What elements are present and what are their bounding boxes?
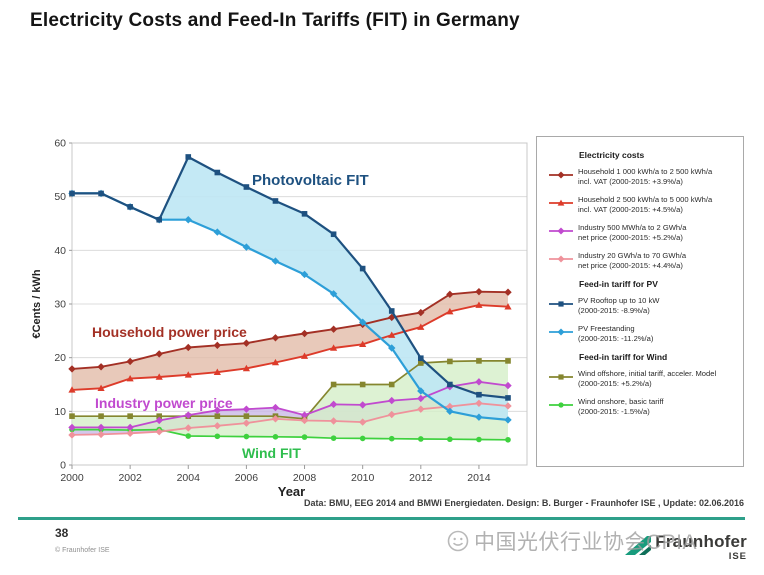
series-household_small bbox=[68, 287, 512, 373]
legend-item-label: Wind offshore, initial tariff, acceler. … bbox=[578, 369, 717, 388]
legend-item-label: Wind onshore, basic tariff (2000-2015: -1… bbox=[578, 397, 664, 416]
legend-swatch bbox=[549, 255, 573, 263]
copyright-note: © Fraunhofer ISE bbox=[55, 547, 110, 554]
svg-text:2014: 2014 bbox=[467, 472, 491, 484]
series-industry_small bbox=[68, 378, 512, 432]
svg-text:2012: 2012 bbox=[409, 472, 433, 484]
chart-annotation: Industry power price bbox=[95, 395, 233, 411]
chart-legend: Electricity costs Household 1 000 kWh/a t… bbox=[536, 136, 744, 467]
legend-item: PV Rooftop up to 10 kW (2000-2015: -8.9%/… bbox=[549, 296, 737, 315]
svg-text:2004: 2004 bbox=[177, 472, 201, 484]
series-pv_rooftop bbox=[69, 154, 511, 401]
legend-item-label: PV Freestanding (2000-2015: -11.2%/a) bbox=[578, 324, 654, 343]
band-pv_rooftop bbox=[72, 157, 508, 420]
legend-item: Industry 20 GWh/a to 70 GWh/a net price (… bbox=[549, 251, 737, 270]
y-axis-title: €Cents / kWh bbox=[31, 269, 43, 338]
svg-text:60: 60 bbox=[54, 138, 66, 150]
fit-line-chart: 0 10 20 30 40 50 60 2000 2002 2004 2006 2008 2010 201… bbox=[31, 138, 528, 500]
legend-header: Feed-in tariff for PV bbox=[579, 279, 658, 289]
svg-text:2006: 2006 bbox=[235, 472, 259, 484]
legend-swatch bbox=[549, 199, 573, 206]
legend-item-label: PV Rooftop up to 10 kW (2000-2015: -8.9%/… bbox=[578, 296, 660, 315]
svg-text:10: 10 bbox=[54, 406, 66, 418]
legend-swatch bbox=[549, 328, 573, 336]
fraunhofer-logo: Fraunhofer ISE bbox=[623, 533, 747, 562]
svg-text:30: 30 bbox=[54, 299, 66, 311]
legend-swatch bbox=[549, 171, 573, 179]
legend-swatch bbox=[549, 301, 573, 307]
watermark-smiley-icon bbox=[447, 530, 469, 552]
svg-text:20: 20 bbox=[54, 352, 66, 364]
legend-item: Wind onshore, basic tariff (2000-2015: -1… bbox=[549, 397, 737, 416]
chart-annotation: Photovoltaic FIT bbox=[252, 172, 369, 189]
chart-annotation: Household power price bbox=[92, 324, 247, 340]
page-title: Electricity Costs and Feed-In Tariffs (F… bbox=[30, 10, 520, 31]
svg-text:50: 50 bbox=[54, 191, 66, 203]
svg-text:2010: 2010 bbox=[351, 472, 375, 484]
legend-swatch bbox=[549, 402, 573, 408]
legend-header: Electricity costs bbox=[579, 150, 645, 160]
svg-text:2008: 2008 bbox=[293, 472, 317, 484]
logo-institute-text: ISE bbox=[728, 551, 747, 562]
legend-swatch bbox=[549, 374, 573, 380]
watermark: 中国光伏行业协会CPIA bbox=[446, 526, 697, 556]
series-household_large bbox=[68, 301, 512, 393]
logo-brand-text: Fraunhofer bbox=[655, 532, 747, 551]
chart-axes: 0 10 20 30 40 50 60 2000 2002 2004 2006 2008 2010 201… bbox=[31, 138, 491, 500]
page-number: 38 bbox=[55, 526, 69, 540]
legend-item: Household 2 500 kWh/a to 5 000 kWh/a incl… bbox=[549, 195, 737, 214]
legend-swatch bbox=[549, 227, 573, 235]
source-note: Data: BMU, EEG 2014 and BMWi Energiedate… bbox=[303, 498, 744, 508]
x-axis-title: Year bbox=[278, 484, 305, 499]
legend-item-label: Household 2 500 kWh/a to 5 000 kWh/a incl… bbox=[578, 195, 713, 214]
legend-item: Industry 500 MWh/a to 2 GWh/a net price (… bbox=[549, 223, 737, 242]
svg-text:2000: 2000 bbox=[60, 472, 84, 484]
svg-text:0: 0 bbox=[60, 460, 66, 472]
series-industry_large bbox=[68, 399, 512, 439]
watermark-text: 中国光伏行业协会CPIA bbox=[474, 531, 698, 554]
legend-item: Household 1 000 kWh/a to 2 500 kWh/a incl… bbox=[549, 167, 737, 186]
legend-item: Wind offshore, initial tariff, acceler. … bbox=[549, 369, 737, 388]
legend-item-label: Industry 20 GWh/a to 70 GWh/a net price (… bbox=[578, 251, 687, 270]
band-wind_offshore bbox=[72, 360, 508, 440]
legend-item-label: Industry 500 MWh/a to 2 GWh/a net price (… bbox=[578, 223, 687, 242]
legend-header: Feed-in tariff for Wind bbox=[579, 352, 668, 362]
legend-item-label: Household 1 000 kWh/a to 2 500 kWh/a incl… bbox=[578, 167, 713, 186]
footer-divider bbox=[18, 517, 745, 520]
legend-item: PV Freestanding (2000-2015: -11.2%/a) bbox=[549, 324, 737, 343]
svg-text:2002: 2002 bbox=[118, 472, 142, 484]
fraunhofer-logo-icon bbox=[625, 536, 652, 555]
chart-annotation: Wind FIT bbox=[242, 445, 301, 461]
svg-text:40: 40 bbox=[54, 245, 66, 257]
